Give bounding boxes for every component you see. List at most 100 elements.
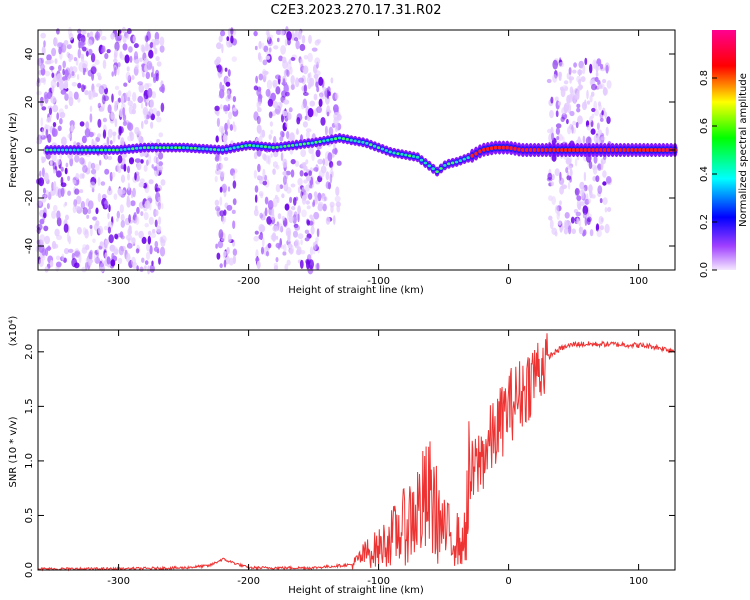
snr-xtick-label-2: -100	[367, 576, 390, 587]
spectrogram-xtick-label-0: -300	[107, 276, 130, 287]
spectrogram-noise-blob-4-184	[549, 219, 554, 230]
spectrogram-trace-core-143	[603, 148, 607, 152]
spectrogram-noise-blob-0-703	[97, 192, 102, 203]
spectrogram-noise-blob-0-497	[128, 104, 134, 115]
spectrogram-trace-core-134	[567, 148, 572, 152]
spectrogram-noise-blob-0-184	[117, 257, 123, 265]
spectrogram-noise-blob-0-526	[68, 90, 73, 100]
spectrogram-noise-blob-0-471	[57, 125, 62, 132]
spectrogram-trace-core-44	[216, 148, 221, 152]
spectrogram-trace-core-41	[205, 147, 209, 151]
spectrogram-noise-blob-0-776	[43, 212, 47, 219]
spectrogram-noise-blob-2-391	[253, 169, 257, 179]
spectrogram-trace-core-20	[123, 148, 127, 151]
snr-ticks: -300 -200 -100 0 100 0.0 0.5 1.0 1.5 2.0	[24, 330, 675, 587]
spectrogram-noise-blob-0-474	[67, 133, 72, 139]
spectrogram-noise-blob-0-701	[93, 253, 97, 263]
spectrogram-noise-blob-0-125	[133, 66, 139, 76]
spectrogram-noise-blob-4-233	[602, 197, 608, 205]
spectrogram-noise-blob-4-45	[572, 127, 576, 134]
spectrogram-noise-blob-0-323	[144, 265, 147, 270]
spectrogram-noise-blob-0-677	[146, 60, 153, 71]
spectrogram-xtick-label-3: 0	[505, 276, 511, 287]
spectrogram-noise-blob-0-613	[112, 131, 117, 137]
spectrogram-noise-blob-0-331	[113, 58, 118, 63]
spectrogram-noise-blob-0-577	[111, 171, 116, 178]
spectrogram-noise-blob-0-291	[161, 203, 164, 210]
spectrogram-noise-blob-4-193	[548, 195, 553, 202]
spectrogram-noise-blob-4-251	[606, 80, 612, 89]
spectrogram-noise-blob-0-748	[104, 239, 110, 246]
spectrogram-noise-blob-1-93	[214, 175, 218, 183]
spectrogram-noise-blob-2-126	[275, 257, 279, 263]
spectrogram-noise-blob-0-7	[74, 154, 80, 163]
spectrogram-trace-core-56	[263, 145, 268, 149]
spectrogram-noise-blob-0-335	[103, 225, 109, 231]
spectrogram-noise-blob-1-9	[232, 96, 237, 103]
spectrogram-trace-core-6	[68, 148, 73, 152]
spectrogram-noise-blob-2-358	[297, 233, 304, 240]
spectrogram-trace-core-149	[626, 148, 630, 152]
spectrogram-noise-blob-0-460	[157, 165, 163, 171]
spectrogram-noise-blob-3-10	[336, 205, 341, 213]
spectrogram-noise-blob-2-184	[288, 107, 293, 113]
spectrogram-trace-core-98	[427, 164, 432, 168]
spectrogram-trace-core-28	[154, 146, 159, 150]
spectrogram-trace-core-15	[103, 148, 108, 152]
spectrogram-noise-blob-2-192	[267, 242, 272, 249]
spectrogram-noise-blob-2-226	[262, 59, 268, 66]
spectrogram-noise-blob-4-242	[596, 122, 600, 130]
spectrogram-trace-core-9	[80, 148, 84, 152]
spectrogram-noise-blob-0-765	[53, 37, 58, 47]
spectrogram-noise-blob-2-180	[301, 103, 305, 110]
spectrogram-noise-blob-4-27	[584, 57, 588, 66]
spectrogram-noise-blob-4-142	[565, 167, 569, 174]
spectrogram-noise-blob-3-40	[334, 147, 338, 155]
spectrogram-noise-blob-4-246	[577, 85, 583, 91]
spectrogram-noise-blob-0-369	[156, 61, 162, 67]
spectrogram-noise-blob-1-104	[219, 186, 223, 193]
spectrogram-noise-blob-4-244	[591, 83, 597, 91]
spectrogram-noise-blob-4-255	[576, 107, 581, 113]
spectrogram-noise-blob-2-344	[303, 165, 308, 171]
spectrogram-noise-blob-4-261	[589, 190, 592, 195]
spectrogram-noise-blob-0-84	[52, 104, 59, 113]
spectrogram-noise-blob-0-236	[145, 41, 149, 52]
spectrogram-noise-blob-0-638	[87, 39, 93, 47]
spectrogram-noise-blob-2-353	[284, 38, 288, 47]
spectrogram-noise-blob-2-212	[275, 164, 280, 170]
spectrogram-noise-blob-4-173	[587, 137, 591, 144]
spectrogram-noise-blob-2-224	[270, 153, 273, 158]
spectrogram-noise-blob-4-170	[573, 100, 577, 105]
spectrogram-noise-blob-2-402	[313, 167, 319, 172]
spectrogram-noise-blob-2-189	[266, 31, 270, 41]
spectrogram-noise-blob-4-256	[564, 86, 569, 92]
spectrogram-trace-core-140	[591, 148, 595, 152]
spectrogram-noise-blob-4-272	[583, 229, 587, 236]
spectrogram-noise-blob-0-751	[149, 99, 154, 108]
spectrogram-noise-blob-1-107	[232, 220, 236, 229]
spectrogram-noise-blob-1-60	[220, 30, 226, 37]
spectrogram-noise-blob-0-83	[39, 170, 42, 177]
spectrogram-noise-blob-0-43	[140, 211, 144, 217]
spectrogram-noise-blob-0-81	[56, 28, 60, 35]
spectrogram-trace-core-61	[283, 144, 287, 148]
spectrogram-noise-blob-4-9	[564, 212, 570, 219]
spectrogram-noise-blob-0-252	[50, 65, 54, 73]
spectrogram-noise-blob-1-84	[225, 81, 231, 87]
spectrogram-noise-blob-0-579	[141, 46, 146, 53]
spectrogram-noise-blob-0-441	[132, 187, 136, 198]
spectrogram-trace-core-115	[493, 145, 498, 150]
spectrogram-trace-core-72	[326, 138, 330, 142]
spectrogram-noise-blob-2-313	[265, 88, 271, 97]
spectrogram-noise-blob-4-220	[576, 195, 582, 202]
spectrogram-noise-blob-1-76	[232, 172, 236, 180]
spectrogram-trace-core-2	[53, 148, 57, 152]
spectrogram-trace-core-155	[649, 148, 654, 152]
spectrogram-noise-blob-1-68	[215, 243, 218, 249]
spectrogram-noise-blob-0-740	[50, 159, 53, 166]
spectrogram-trace-core-33	[174, 146, 178, 150]
spectrogram-noise-blob-0-711	[139, 266, 144, 273]
spectrogram-noise-blob-0-440	[47, 133, 52, 143]
